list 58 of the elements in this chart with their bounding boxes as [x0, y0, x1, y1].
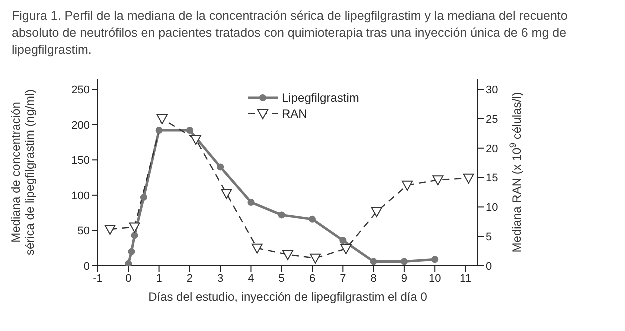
y2-tick-label: 0: [486, 260, 492, 273]
x-tick-label: 7: [340, 272, 346, 285]
x-tick-label: 6: [309, 272, 316, 285]
y-tick-label: 200: [72, 120, 90, 132]
point: [125, 260, 132, 266]
point: [252, 244, 263, 254]
legend-label: Lipegfilgrastim: [282, 91, 360, 105]
point: [371, 207, 382, 218]
y-tick-label: 250: [72, 84, 90, 96]
x-tick-label: 11: [460, 272, 472, 285]
point: [140, 194, 148, 202]
point: [217, 164, 224, 171]
y2-tick-label: 5: [486, 232, 492, 244]
point: [186, 127, 194, 134]
point: [370, 258, 378, 266]
point: [400, 258, 408, 266]
point: [156, 114, 168, 124]
x-tick-label: 4: [248, 272, 254, 285]
y2-tick-label: 15: [486, 172, 498, 185]
point: [310, 254, 322, 264]
legend-label: RAN: [282, 107, 308, 121]
point: [128, 248, 136, 256]
y-tick-label: 150: [72, 155, 90, 168]
y-tick-label: 0: [84, 260, 90, 273]
x-tick-label: 9: [401, 272, 408, 285]
point: [432, 176, 444, 186]
point: [248, 198, 255, 206]
y2-tick-label: 20: [486, 143, 498, 156]
x-axis-title: Días del estudio, inyección de lipegfilgrastim el día 0: [148, 290, 428, 304]
x-tick-label: 1: [156, 272, 162, 285]
point: [340, 244, 352, 254]
y-axis-title: Mediana de concentración sérica de lipegfilgrastim (ng/ml): [9, 89, 37, 256]
point: [463, 174, 474, 184]
chart-title: Figura 1. Perfil de la mediana de la concentración sérica de lipegfilgrastim y la mediana del recuento absoluto de neutrófilos en pacientes tratados con quimioterapia tras una inyección única de 6 mg de lipegfilgrastim.: [12, 8, 569, 59]
y-tick-label: 50: [78, 226, 90, 238]
point: [131, 232, 138, 240]
x-tick-label: 10: [428, 272, 442, 285]
point: [402, 180, 414, 191]
y2-tick-label: 25: [486, 114, 498, 126]
point: [129, 222, 140, 233]
y2-tick-label: 10: [486, 202, 498, 214]
x-tick-label: 2: [186, 272, 193, 285]
point: [432, 256, 439, 264]
point: [190, 135, 202, 146]
point: [340, 237, 347, 244]
x-tick-label: 5: [278, 272, 285, 285]
y-tick-label: 100: [72, 190, 90, 202]
x-tick-label: 0: [126, 272, 132, 285]
x-tick-label: 8: [370, 272, 377, 285]
x-tick-label: 3: [218, 272, 224, 285]
point: [309, 216, 316, 223]
x-tick-label: -1: [93, 272, 103, 285]
point: [282, 250, 294, 260]
point: [221, 189, 232, 200]
point: [104, 225, 116, 236]
point: [278, 212, 286, 219]
y2-tick-label: 30: [486, 84, 498, 96]
point: [156, 127, 163, 134]
